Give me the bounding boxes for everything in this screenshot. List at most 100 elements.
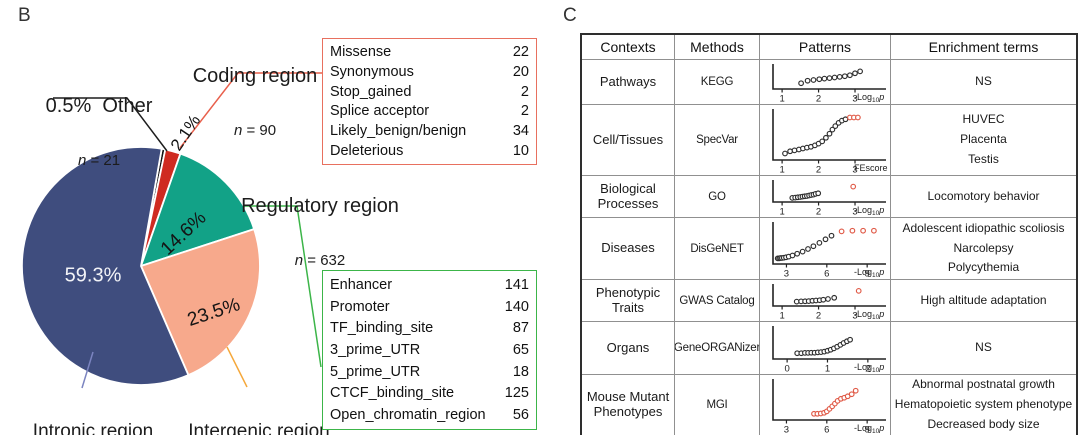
svg-text:2: 2 xyxy=(815,165,820,175)
context-cell: Phenotypic Traits xyxy=(595,284,661,315)
svg-text:3: 3 xyxy=(783,269,788,279)
enrichment-term: Placenta xyxy=(960,132,1007,147)
enrichment-term: Hematopoietic system phenotype xyxy=(894,397,1073,412)
table-row: Mouse Mutant Phenotypes MGI 3 6 9 -Log10p Abno… xyxy=(582,374,1076,435)
enrichment-cell: Locomotory behavior xyxy=(890,176,1076,217)
intergenic-line xyxy=(226,346,248,388)
regulatory-row-label: Promoter xyxy=(330,298,390,315)
pattern-cell: 0 1 2 -Log10p xyxy=(759,322,890,374)
svg-text:9: 9 xyxy=(864,425,869,435)
mini-scatter-plot: 3 6 9-Log10p xyxy=(771,222,886,279)
regulatory-row: 5_prime_UTR 18 xyxy=(330,364,529,380)
coding-row-value: 2 xyxy=(520,103,529,120)
intergenic-label: Intergenic region n = 1,015 xyxy=(179,387,339,435)
method-cell: MGI xyxy=(674,375,759,435)
context-cell: Mouse Mutant Phenotypes xyxy=(586,389,670,419)
enrichment-cell: Abnormal postnatal growth Hematopoietic s… xyxy=(890,375,1076,435)
coding-row: Likely_benign/benign 34 xyxy=(330,123,529,139)
header-cell-contexts: Contexts xyxy=(600,39,656,55)
svg-text:6: 6 xyxy=(824,269,829,279)
svg-text:0: 0 xyxy=(784,364,789,374)
regulatory-row-label: 5_prime_UTR xyxy=(330,363,421,380)
enrichment-table: Contexts Methods Patterns Enrichment terms P… xyxy=(580,33,1078,435)
coding-row: Missense 22 xyxy=(330,44,529,60)
context-cell: Diseases xyxy=(601,240,655,256)
pie-chart xyxy=(21,72,322,389)
table-row: Biological Processes GO 1 2 3 -Log10p Locomoto… xyxy=(582,175,1076,217)
method-cell: KEGG xyxy=(674,60,759,104)
method-cell: GWAS Catalog xyxy=(674,280,759,321)
regulatory-row-label: Open_chromatin_region xyxy=(330,407,486,424)
coding-row: Synonymous 20 xyxy=(330,64,529,80)
table-row: Organs GeneORGANizer 0 1 2 -Log10p NS xyxy=(582,321,1076,374)
panel-b-letter: B xyxy=(18,5,31,26)
other-label: 0.5% Other n = 21 xyxy=(29,61,169,203)
coding-row: Deleterious 10 xyxy=(330,143,529,159)
header-cell-patterns: Patterns xyxy=(759,35,890,59)
x-axis-label: -Log10p xyxy=(854,92,884,103)
coding-row-label: Likely_benign/benign xyxy=(330,123,467,140)
method-cell: DisGeNET xyxy=(674,218,759,279)
x-axis-label: FEscore xyxy=(854,163,888,173)
regulatory-row-value: 140 xyxy=(504,298,529,315)
regulatory-region-table: Enhancer 141 Promoter 140 TF_binding_site 87 3… xyxy=(322,270,537,430)
svg-text:1: 1 xyxy=(779,94,784,104)
svg-text:1: 1 xyxy=(779,165,784,175)
other-line xyxy=(53,97,168,152)
mini-scatter-plot: 1 2 3-Log10p xyxy=(771,64,886,104)
svg-text:3: 3 xyxy=(852,311,857,321)
enrichment-term: Locomotory behavior xyxy=(927,188,1040,203)
x-axis-label: -Log10p xyxy=(854,423,884,434)
table-row: Cell/Tissues SpecVar 1 2 3 FEscore HUVEC Placen… xyxy=(582,104,1076,175)
svg-text:3: 3 xyxy=(852,207,857,217)
regulatory-row: 3_prime_UTR 65 xyxy=(330,342,529,358)
coding-row-label: Missense xyxy=(330,43,392,60)
regulatory-label: Regulatory region n = 632 xyxy=(225,161,415,303)
regulatory-row: Enhancer 141 xyxy=(330,277,529,293)
coding-row-label: Deleterious xyxy=(330,143,404,160)
method-cell: SpecVar xyxy=(674,105,759,175)
enrichment-cell: HUVEC Placenta Testis xyxy=(890,105,1076,175)
enrichment-term: Abnormal postnatal growth xyxy=(912,377,1055,392)
enrichment-term: Decreased body size xyxy=(927,416,1040,431)
coding-row: Stop_gained 2 xyxy=(330,84,529,100)
regulatory-row-value: 125 xyxy=(504,385,529,402)
coding-label: Coding region n = 90 xyxy=(185,31,325,173)
method-cell: GeneORGANizer xyxy=(674,322,759,374)
pie-slice-intergenic-region xyxy=(140,228,261,376)
svg-text:3: 3 xyxy=(852,165,857,175)
table-row: Pathways KEGG 1 2 3 -Log10p NS xyxy=(582,59,1076,104)
enrichment-cell: NS xyxy=(890,60,1076,104)
regulatory-row-value: 87 xyxy=(512,320,529,337)
coding-line xyxy=(179,72,322,149)
svg-text:2: 2 xyxy=(815,207,820,217)
pattern-cell: 3 6 9 -Log10p xyxy=(759,218,890,279)
mini-scatter-plot: 1 2 3-Log10p xyxy=(771,284,886,321)
regulatory-row-value: 65 xyxy=(512,341,529,358)
enrichment-cell: Adolescent idiopathic scoliosis Narcoleps… xyxy=(890,218,1076,279)
mini-scatter-plot: 1 2 3-Log10p xyxy=(771,180,886,217)
svg-text:1: 1 xyxy=(824,364,829,374)
pattern-cell: 1 2 3 -Log10p xyxy=(759,280,890,321)
intergenic-title: Intergenic region xyxy=(188,420,330,435)
pattern-cell: 1 2 3 -Log10p xyxy=(759,60,890,104)
intronic-label: Intronic region n = 2,562 xyxy=(13,387,173,435)
context-cell: Organs xyxy=(606,339,650,355)
header-cell-methods: Methods xyxy=(674,35,759,59)
method-cell: GO xyxy=(674,176,759,217)
pie-slice-intronic-region xyxy=(21,146,190,386)
coding-row-label: Splice acceptor xyxy=(330,103,430,120)
svg-text:3: 3 xyxy=(783,425,788,435)
pattern-cell: 1 2 3 -Log10p xyxy=(759,176,890,217)
enrichment-term: HUVEC xyxy=(962,112,1005,127)
x-axis-label: -Log10p xyxy=(854,309,884,320)
coding-row-value: 2 xyxy=(520,83,529,100)
regulatory-row-value: 18 xyxy=(512,363,529,380)
svg-text:1: 1 xyxy=(779,207,784,217)
mini-scatter-plot: 0 1 2-Log10p xyxy=(771,326,886,374)
regulatory-title: Regulatory region xyxy=(241,194,399,217)
table-row: Diseases DisGeNET 3 6 9 -Log10p Adolescent idi… xyxy=(582,217,1076,279)
other-n: n = 21 xyxy=(77,151,121,169)
